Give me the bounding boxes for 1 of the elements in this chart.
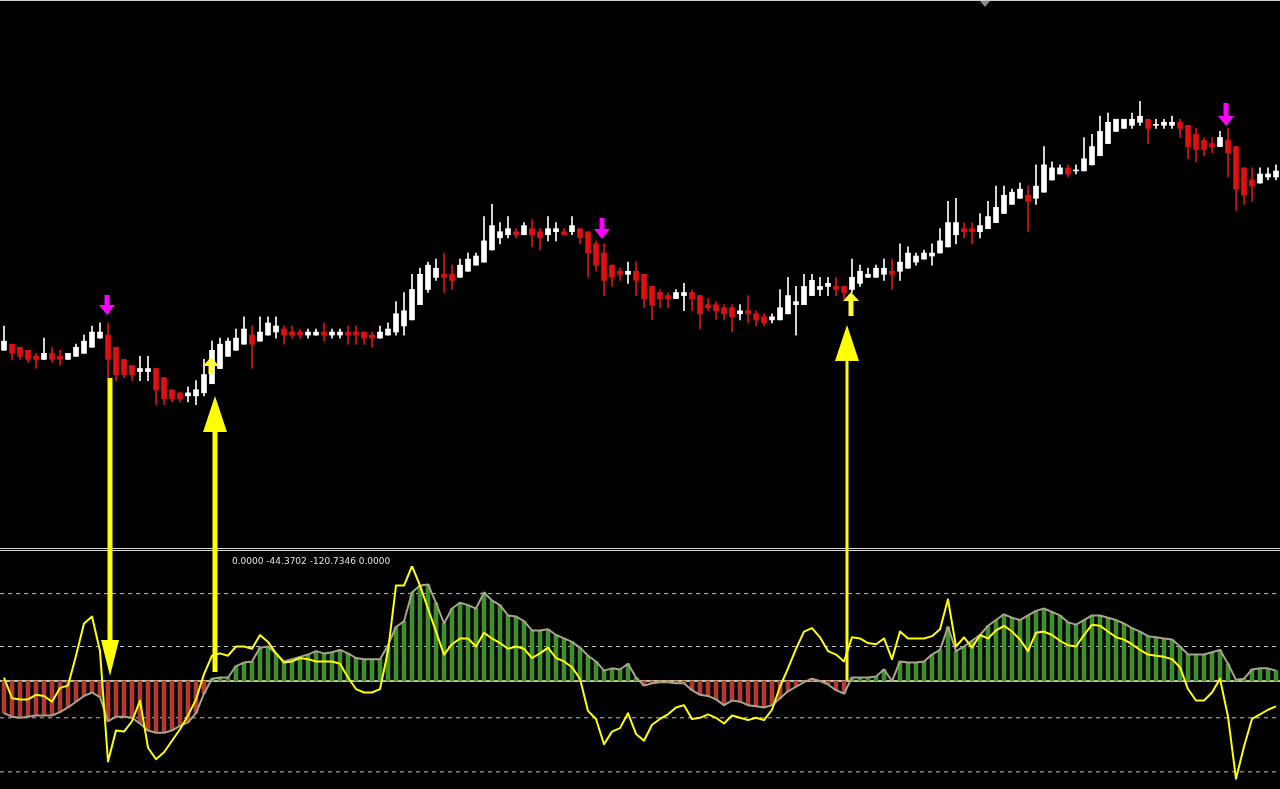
text: 0.0000 -44.3702 -120.7346 0.0000 — [232, 555, 391, 566]
